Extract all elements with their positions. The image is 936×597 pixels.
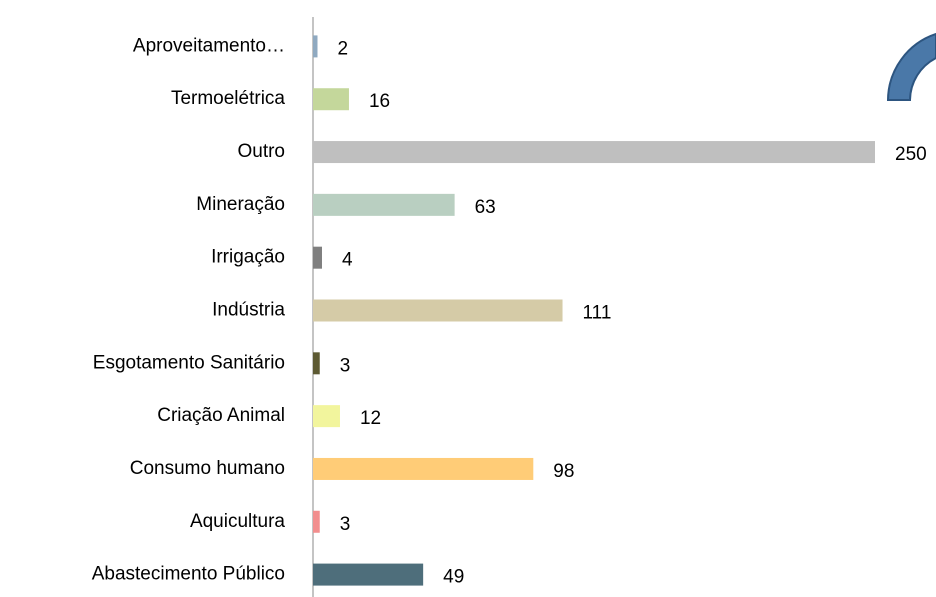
bar <box>313 352 320 375</box>
bar <box>313 457 534 480</box>
value-label: 12 <box>360 408 381 429</box>
bar <box>313 35 318 58</box>
value-label: 3 <box>340 355 351 376</box>
bar <box>313 141 875 164</box>
category-label: Indústria <box>212 300 285 321</box>
category-label: Consumo humano <box>130 458 285 479</box>
value-label: 63 <box>475 197 496 218</box>
value-label: 49 <box>443 567 464 588</box>
bar <box>313 405 340 428</box>
bar <box>313 563 424 586</box>
category-label: Aproveitamento… <box>133 35 285 56</box>
category-label: Abastecimento Público <box>92 564 285 585</box>
value-label: 16 <box>369 91 390 112</box>
value-label: 111 <box>583 303 612 324</box>
value-label: 98 <box>553 461 574 482</box>
decorative-arc <box>886 32 936 101</box>
value-label: 3 <box>340 514 351 535</box>
value-label: 4 <box>342 250 353 271</box>
category-label: Irrigação <box>211 247 285 268</box>
bar <box>313 510 320 533</box>
category-label: Mineração <box>196 194 285 215</box>
category-label: Esgotamento Sanitário <box>93 352 285 373</box>
bar <box>313 246 322 269</box>
bar <box>313 193 455 216</box>
category-label: Aquicultura <box>190 511 285 532</box>
category-label: Termoelétrica <box>171 88 285 109</box>
category-label: Outro <box>237 141 285 162</box>
bar <box>313 299 563 322</box>
value-label: 2 <box>337 38 348 59</box>
bar <box>313 88 349 111</box>
value-label: 250 <box>895 144 927 165</box>
category-label: Criação Animal <box>157 405 285 426</box>
